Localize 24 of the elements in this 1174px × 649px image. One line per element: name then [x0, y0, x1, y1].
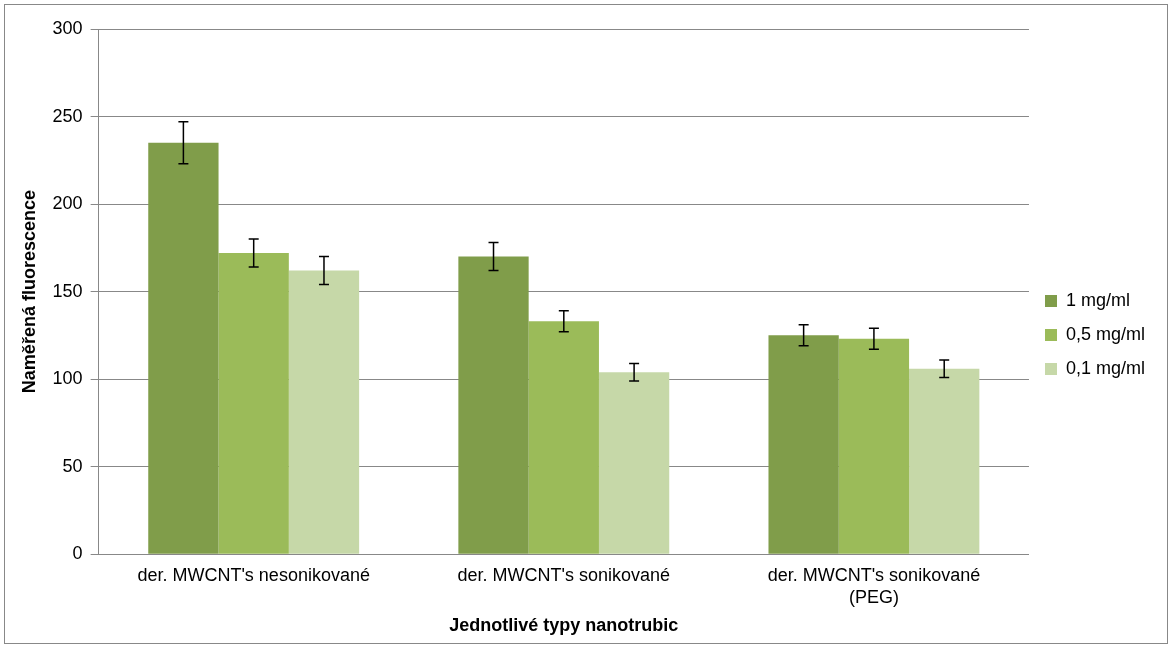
bar	[458, 256, 529, 554]
y-tick-label: 50	[62, 455, 83, 476]
bar	[148, 142, 219, 554]
bar	[528, 321, 599, 554]
bar	[768, 335, 839, 554]
x-tick-label: der. MWCNT's sonikované	[457, 564, 671, 585]
bar	[598, 372, 670, 554]
x-tick-label: der. MWCNT's sonikované (PEG)	[767, 564, 981, 607]
y-tick-label: 200	[52, 193, 83, 214]
legend-label: 0,5 mg/ml	[1065, 323, 1146, 344]
legend-label: 1 mg/ml	[1065, 289, 1130, 310]
y-tick-label: 0	[72, 543, 83, 564]
y-tick-label: 250	[52, 105, 83, 126]
bar	[218, 253, 289, 554]
y-axis-title: Naměřená fluorescence	[18, 190, 39, 394]
x-axis-title: Jednotlivé typy nanotrubic	[449, 615, 679, 636]
y-tick-label: 300	[52, 17, 83, 38]
y-tick-label: 100	[52, 368, 83, 389]
x-tick-label: der. MWCNT's nesonikované	[137, 564, 370, 585]
y-tick-label: 150	[52, 280, 83, 301]
bar	[838, 338, 910, 554]
bar	[909, 368, 980, 554]
legend-label: 0,1 mg/ml	[1065, 357, 1146, 378]
bar	[288, 270, 360, 554]
